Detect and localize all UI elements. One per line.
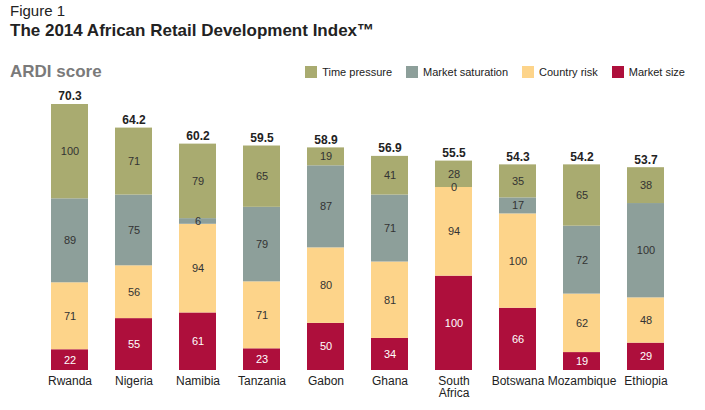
svg-text:65: 65 — [576, 189, 588, 201]
svg-text:Nigeria: Nigeria — [115, 374, 153, 388]
svg-text:55: 55 — [128, 338, 140, 350]
svg-text:54.2: 54.2 — [570, 150, 594, 164]
svg-text:23: 23 — [256, 353, 268, 365]
svg-text:Mozambique: Mozambique — [548, 374, 617, 388]
svg-text:0: 0 — [451, 181, 457, 193]
svg-text:72: 72 — [576, 254, 588, 266]
html-text:Market size: Market size — [628, 66, 685, 78]
svg-text:94: 94 — [448, 225, 460, 237]
svg-text:41: 41 — [384, 169, 396, 181]
svg-text:Ghana: Ghana — [372, 374, 408, 388]
svg-text:56.9: 56.9 — [378, 141, 402, 155]
svg-text:SouthAfrica: SouthAfrica — [438, 374, 469, 400]
svg-text:62: 62 — [576, 317, 588, 329]
svg-text:28: 28 — [448, 168, 460, 180]
svg-text:Namibia: Namibia — [176, 374, 220, 388]
svg-text:6: 6 — [195, 215, 201, 227]
svg-text:17: 17 — [512, 199, 524, 211]
html-text:ARDI score: ARDI score — [10, 62, 102, 81]
svg-text:100: 100 — [637, 244, 655, 256]
svg-text:71: 71 — [128, 155, 140, 167]
svg-text:48: 48 — [640, 314, 652, 326]
html-text:Market saturation: Market saturation — [423, 66, 509, 78]
svg-text:38: 38 — [640, 179, 652, 191]
html-text:Time pressure: Time pressure — [322, 66, 393, 78]
svg-text:Rwanda: Rwanda — [48, 374, 92, 388]
svg-text:70.3: 70.3 — [58, 89, 82, 103]
svg-text:58.9: 58.9 — [314, 133, 338, 147]
html-text:The 2014 African Retail Develo: The 2014 African Retail Development Inde… — [10, 21, 374, 40]
svg-text:34: 34 — [384, 348, 396, 360]
svg-text:87: 87 — [320, 200, 332, 212]
svg-text:100: 100 — [509, 255, 527, 267]
html-text:Country risk: Country risk — [539, 66, 598, 78]
svg-text:66: 66 — [512, 333, 524, 345]
svg-text:79: 79 — [256, 238, 268, 250]
svg-text:79: 79 — [192, 175, 204, 187]
svg-text:59.5: 59.5 — [250, 131, 274, 145]
svg-text:19: 19 — [576, 355, 588, 367]
svg-text:19: 19 — [320, 150, 332, 162]
svg-text:Gabon: Gabon — [308, 374, 344, 388]
svg-text:53.7: 53.7 — [634, 153, 658, 167]
svg-text:71: 71 — [384, 222, 396, 234]
svg-text:94: 94 — [192, 262, 204, 274]
svg-text:60.2: 60.2 — [186, 129, 210, 143]
svg-text:75: 75 — [128, 224, 140, 236]
svg-text:54.3: 54.3 — [506, 150, 530, 164]
svg-text:89: 89 — [64, 234, 76, 246]
svg-text:100: 100 — [445, 317, 463, 329]
svg-text:71: 71 — [256, 309, 268, 321]
svg-text:71: 71 — [64, 310, 76, 322]
svg-text:100: 100 — [61, 145, 79, 157]
svg-text:22: 22 — [64, 354, 76, 366]
svg-text:81: 81 — [384, 294, 396, 306]
svg-text:Ethiopia: Ethiopia — [624, 374, 668, 388]
svg-text:65: 65 — [256, 170, 268, 182]
svg-text:35: 35 — [512, 175, 524, 187]
svg-text:56: 56 — [128, 286, 140, 298]
svg-text:80: 80 — [320, 279, 332, 291]
svg-text:50: 50 — [320, 340, 332, 352]
svg-text:55.5: 55.5 — [442, 146, 466, 160]
svg-text:Botswana: Botswana — [492, 374, 545, 388]
svg-text:64.2: 64.2 — [122, 113, 146, 127]
svg-text:29: 29 — [640, 350, 652, 362]
svg-text:Tanzania: Tanzania — [238, 374, 286, 388]
svg-text:61: 61 — [192, 335, 204, 347]
html-text:Figure 1: Figure 1 — [10, 2, 65, 19]
